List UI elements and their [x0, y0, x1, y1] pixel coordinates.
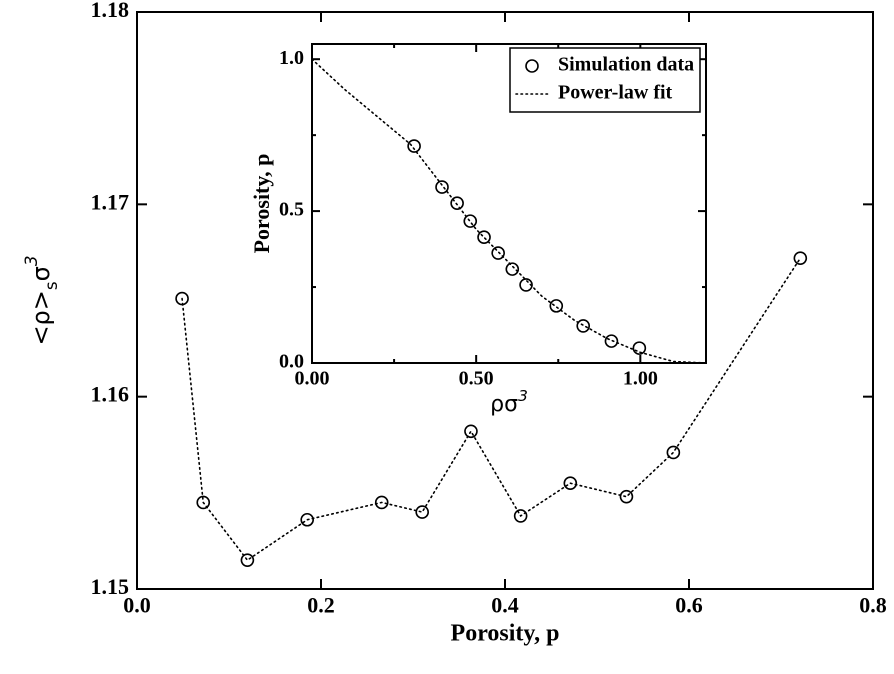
data-point	[435, 180, 449, 194]
label-part: ρσ	[490, 392, 518, 417]
legend-marker	[525, 59, 539, 73]
y-axis-label: Porosity, p	[249, 154, 274, 254]
data-point	[477, 230, 491, 245]
x-tick-label: 0.6	[675, 593, 703, 618]
label-part: s	[41, 281, 61, 290]
data-point	[300, 512, 315, 527]
data-point	[374, 495, 389, 510]
legend-box	[509, 47, 701, 113]
data-point	[519, 278, 533, 292]
data-point	[240, 553, 255, 567]
y-tick-label: 1.17	[91, 189, 130, 214]
data-line	[181, 257, 802, 562]
x-tick-label: 0.8	[859, 593, 887, 618]
x-axis-label: Porosity, p	[451, 621, 560, 647]
data-line	[311, 58, 707, 364]
x-tick-label: 0.4	[491, 593, 519, 618]
data-point	[505, 262, 520, 276]
y-tick-label: 1.0	[279, 47, 304, 69]
x-tick-label: 0.00	[295, 368, 330, 390]
x-tick-label: 0.2	[307, 593, 335, 618]
data-point	[491, 246, 505, 260]
label-part: 3	[21, 255, 41, 266]
data-point	[407, 139, 421, 153]
data-point	[604, 334, 619, 348]
legend-label: Simulation data	[558, 54, 694, 76]
data-point	[632, 341, 647, 355]
data-point	[576, 319, 591, 333]
x-tick-label: 0.50	[459, 368, 494, 390]
data-point	[666, 445, 681, 460]
data-point	[464, 424, 478, 439]
x-tick-label: 0.0	[123, 593, 151, 618]
data-point	[513, 509, 528, 523]
data-point	[549, 299, 564, 313]
legend-label: Power-law fit	[558, 82, 673, 104]
y-tick-label: 1.16	[91, 382, 130, 407]
data-point	[563, 476, 578, 491]
y-tick-label: 0.5	[279, 199, 304, 221]
x-tick-label: 1.00	[623, 368, 658, 390]
y-tick-label: 1.15	[91, 574, 130, 599]
label-part: <ρ>	[27, 290, 55, 345]
data-point	[463, 214, 478, 228]
data-point	[196, 495, 211, 510]
data-point	[619, 489, 634, 504]
data-point	[175, 291, 189, 306]
label-part: σ	[27, 266, 55, 281]
y-axis-label: <ρ>sσ3	[21, 255, 61, 345]
y-tick-label: 1.18	[91, 0, 130, 22]
label-part: 3	[518, 387, 528, 405]
data-point	[450, 196, 464, 210]
data-point	[793, 251, 808, 265]
y-tick-label: 0.0	[279, 351, 304, 373]
x-axis-label: ρσ3	[490, 387, 528, 418]
data-point	[415, 505, 430, 519]
